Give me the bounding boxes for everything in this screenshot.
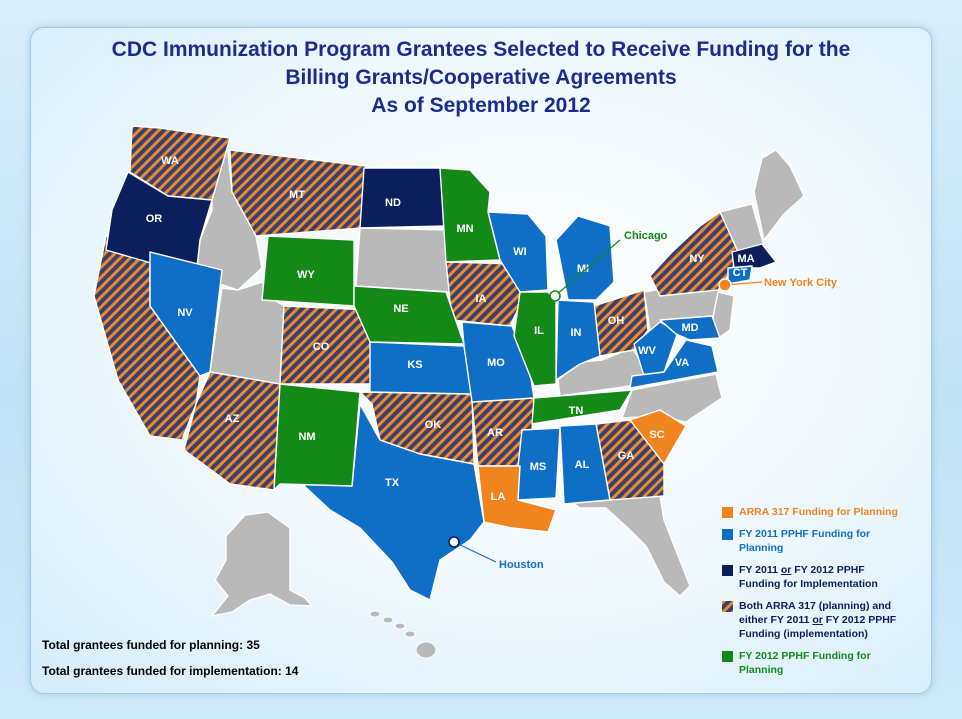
swatch-implementation — [722, 565, 733, 576]
label-co: CO — [313, 341, 330, 353]
swatch-fy2011 — [722, 529, 733, 540]
legend-fy2012-line1: FY 2012 PPHF Funding for — [739, 650, 871, 662]
label-mo: MO — [487, 357, 505, 369]
title-line-3: As of September 2012 — [371, 94, 591, 117]
label-ga: GA — [618, 450, 635, 462]
label-ms: MS — [530, 461, 547, 473]
label-wy: WY — [297, 269, 315, 281]
swatch-arra — [722, 507, 733, 518]
legend-fy2012-text: FY 2012 PPHF Funding for Planning — [739, 649, 871, 677]
new-york-city-marker — [718, 278, 763, 292]
label-al: AL — [575, 459, 590, 471]
legend-both-line3: Funding (implementation) — [739, 628, 868, 640]
label-nd: ND — [385, 197, 401, 209]
legend-impl-line1: FY 2011 or FY 2012 PPHF — [739, 563, 878, 577]
total-implementation: Total grantees funded for implementation… — [42, 664, 299, 678]
state-il — [513, 291, 557, 387]
state-ms — [517, 427, 561, 501]
state-ma — [731, 243, 777, 269]
legend-both-line1: Both ARRA 317 (planning) and — [739, 600, 892, 612]
legend-both-line2: either FY 2011 or FY 2012 PPHF — [739, 613, 896, 627]
legend-arra-text: ARRA 317 Funding for Planning — [739, 506, 898, 518]
label-tn: TN — [569, 405, 584, 417]
state-nd — [359, 167, 447, 229]
label-nv: NV — [177, 307, 193, 319]
label-md: MD — [681, 322, 698, 334]
label-mn: MN — [456, 223, 473, 235]
state-nv — [149, 251, 223, 377]
swatch-fy2012 — [722, 651, 733, 662]
legend-fy2011-text: FY 2011 PPHF Funding for Planning — [739, 527, 870, 555]
state-nc — [621, 373, 723, 423]
label-sc: SC — [649, 429, 664, 441]
label-ct: CT — [733, 267, 748, 279]
swatch-both — [722, 601, 733, 612]
title-line-1: CDC Immunization Program Grantees Select… — [111, 38, 851, 61]
label-mt: MT — [289, 189, 305, 201]
state-la — [477, 465, 557, 533]
label-ne: NE — [393, 303, 408, 315]
total-planning: Total grantees funded for planning: 35 — [42, 638, 260, 652]
label-ia: IA — [476, 293, 487, 305]
state-or — [105, 171, 213, 277]
label-va: VA — [675, 357, 690, 369]
page-title: CDC Immunization Program Grantees Select… — [0, 36, 962, 120]
state-mn — [439, 167, 501, 263]
label-tx: TX — [385, 477, 400, 489]
label-la: LA — [491, 491, 506, 503]
state-sc — [629, 409, 687, 465]
label-or: OR — [146, 213, 163, 225]
state-hi — [369, 610, 437, 659]
legend-impl-line2: Funding for Implementation — [739, 578, 878, 590]
label-oh: OH — [608, 315, 625, 327]
label-in: IN — [571, 327, 582, 339]
legend-impl-or: or — [780, 564, 792, 576]
new-york-city-label: New York City — [764, 277, 838, 289]
label-ma: MA — [737, 253, 754, 265]
state-sd — [355, 227, 453, 293]
legend-fy2011-line2: Planning — [739, 542, 784, 554]
label-ny: NY — [689, 253, 705, 265]
legend-both-or: or — [812, 614, 823, 626]
legend-both-b1: either FY 2011 — [739, 614, 810, 626]
state-mt — [229, 149, 367, 237]
legend-both-b2: FY 2012 PPHF — [825, 614, 897, 626]
legend-fy2011-line1: FY 2011 PPHF Funding for — [739, 528, 871, 540]
label-mi: MI — [577, 263, 589, 275]
state-wv — [633, 321, 679, 377]
state-va — [629, 339, 719, 389]
state-me — [753, 149, 805, 241]
legend-both-text: Both ARRA 317 (planning) and either FY 2… — [739, 599, 896, 641]
label-ks: KS — [407, 359, 422, 371]
legend-impl-a: FY 2011 — [739, 564, 778, 576]
label-wv: WV — [638, 345, 656, 357]
label-nm: NM — [298, 431, 315, 443]
state-tn — [531, 389, 633, 425]
state-nm — [273, 383, 361, 491]
state-tx — [299, 403, 485, 601]
label-ar: AR — [487, 427, 503, 439]
title-line-2: Billing Grants/Cooperative Agreements — [285, 66, 677, 89]
label-wi: WI — [513, 246, 526, 258]
state-al — [559, 423, 611, 505]
label-wa: WA — [161, 155, 179, 167]
state-ct — [727, 265, 753, 285]
label-ok: OK — [425, 419, 442, 431]
state-ak — [211, 511, 313, 617]
state-ne — [353, 285, 465, 345]
state-md — [659, 315, 721, 341]
legend-impl-text: FY 2011 or FY 2012 PPHF Funding for Impl… — [739, 563, 878, 591]
label-il: IL — [534, 325, 544, 337]
label-az: AZ — [225, 413, 240, 425]
state-fl — [559, 489, 691, 597]
houston-label: Houston — [499, 559, 544, 571]
houston-marker — [448, 536, 497, 563]
legend-impl-b: FY 2012 PPHF — [794, 564, 865, 576]
chicago-label: Chicago — [624, 230, 668, 242]
chicago-marker — [549, 239, 621, 302]
legend-fy2012-line2: Planning — [739, 664, 784, 676]
